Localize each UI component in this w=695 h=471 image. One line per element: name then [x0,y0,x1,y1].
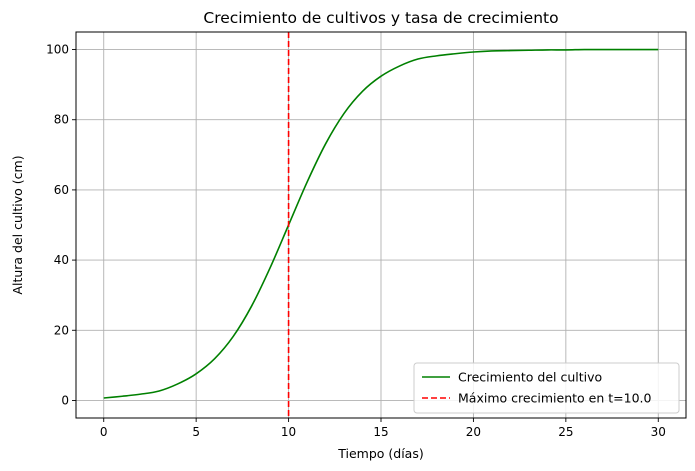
legend-label: Crecimiento del cultivo [458,370,602,385]
legend-label: Máximo crecimiento en t=10.0 [458,391,652,406]
y-tick-label: 40 [54,253,69,267]
y-tick-label: 20 [54,323,69,337]
series-line-growth [103,48,659,399]
x-axis-label: Tiempo (días) [337,446,423,461]
chart-title: Crecimiento de cultivos y tasa de crecim… [203,9,558,27]
y-tick-label: 60 [54,183,69,197]
legend: Crecimiento del cultivo Máximo crecimient… [413,362,680,414]
x-tick-label: 10 [281,425,296,439]
x-tick-label: 20 [466,425,481,439]
x-tick-label: 15 [373,425,388,439]
x-tick-label: 0 [100,425,108,439]
y-tick-label: 80 [54,113,69,127]
x-tick-label: 25 [558,425,573,439]
y-tick-label: 100 [46,43,69,57]
legend-box [413,362,680,414]
y-axis-label: Altura del cultivo (cm) [10,155,25,294]
x-tick-label: 30 [651,425,666,439]
y-tick-label: 0 [61,393,69,407]
series-layer [103,32,659,418]
y-axis-ticks: 0 20 40 60 80 100 [46,43,76,407]
x-tick-label: 5 [192,425,200,439]
x-axis-ticks: 0 5 10 15 20 25 30 [100,418,666,439]
